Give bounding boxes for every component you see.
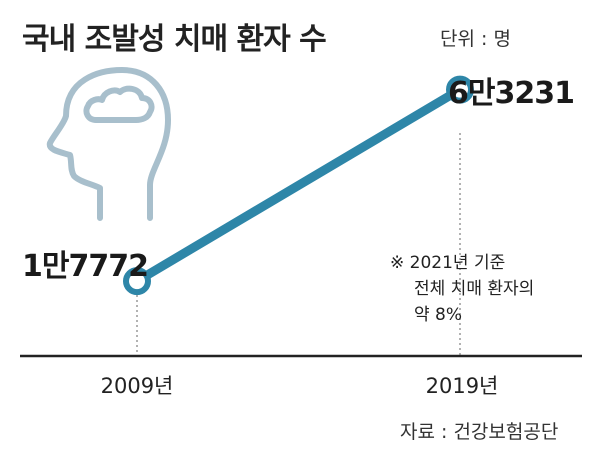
annotation-line-3: 약 8% xyxy=(414,305,463,325)
head-cloud-icon xyxy=(46,67,171,221)
source-note: 자료 : 건강보험공단 xyxy=(400,421,559,443)
unit-label: 단위 : 명 xyxy=(440,28,511,50)
x-tick-label-2019: 2019년 xyxy=(426,374,499,398)
data-point-2019 xyxy=(446,75,474,104)
annotation-line-1: ※ 2021년 기준 xyxy=(390,253,506,273)
annotation-note: ※ 2021년 기준 전체 치매 환자의 약 8% xyxy=(390,250,534,328)
data-label-2009: 1만7772 xyxy=(22,249,148,284)
annotation-line-2: 전체 치매 환자의 xyxy=(414,279,535,299)
chart-title: 국내 조발성 치매 환자 수 xyxy=(22,22,327,57)
data-label-2019: 6만3231 xyxy=(448,76,574,111)
series-line xyxy=(132,85,465,286)
data-point-2009 xyxy=(123,267,151,296)
x-tick-label-2009: 2009년 xyxy=(101,374,174,398)
